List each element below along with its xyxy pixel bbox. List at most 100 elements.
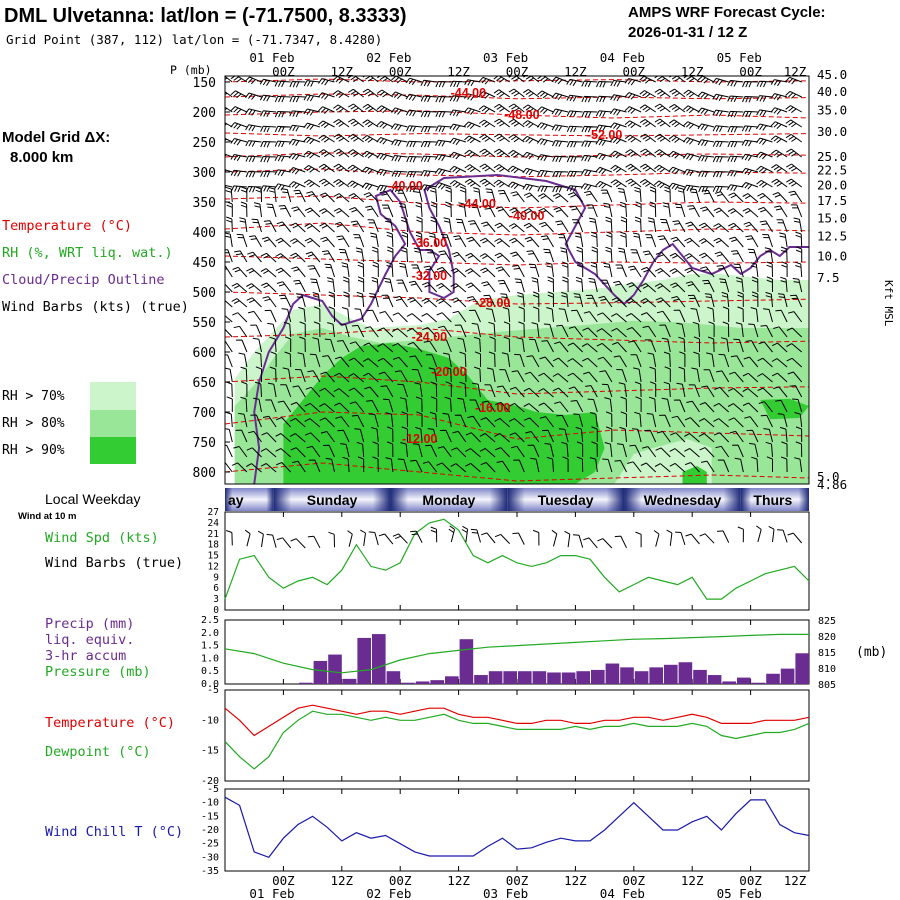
wind-barb: [713, 207, 730, 218]
wind-barb: [502, 306, 511, 323]
wind-barb: [715, 445, 730, 458]
wind-barb: [729, 236, 744, 248]
wind-barb: [353, 234, 365, 248]
wind-barb: [675, 531, 686, 546]
wind-barb: [700, 206, 715, 218]
wind-barb: [509, 207, 525, 218]
wind-barb: [391, 155, 408, 162]
wind-barb: [356, 291, 365, 308]
wind-barb: [282, 367, 292, 383]
wind-barb: [410, 530, 423, 543]
wind-barb: [289, 238, 306, 248]
wind-barb: [478, 105, 496, 114]
wind-barb: [615, 264, 627, 278]
wind-barb: [406, 125, 423, 132]
wind-barb: [391, 185, 408, 193]
wind-barb: [494, 433, 511, 443]
wind-barb: [626, 282, 642, 293]
wind-barb: [625, 134, 642, 143]
wind-barb: [742, 388, 759, 398]
wind-barb: [762, 234, 773, 248]
wind-barb: [288, 167, 306, 175]
wind-barb: [561, 291, 569, 308]
wind-barb: [409, 355, 423, 368]
wind-barb: [328, 306, 335, 323]
wind-barb: [538, 372, 554, 383]
wind-barb: [347, 530, 353, 547]
wind-barb: [635, 396, 642, 412]
wind-barb: [532, 529, 540, 546]
wind-barb: [741, 125, 758, 133]
wind-barb: [546, 307, 554, 323]
wind-barb: [362, 119, 379, 128]
wind-barb: [693, 351, 700, 368]
wind-barb: [649, 201, 657, 218]
wind-barb: [536, 138, 554, 146]
wind-barb: [712, 93, 729, 101]
wind-barb: [730, 355, 744, 368]
wind-barb: [445, 186, 452, 203]
wind-barb: [494, 418, 511, 428]
wind-barb: [649, 366, 657, 383]
wind-barb: [684, 267, 700, 278]
wind-barb: [436, 462, 452, 473]
time-tick-label: 12Z: [447, 873, 470, 888]
wind-barb: [551, 140, 569, 147]
wind-barb: [683, 169, 700, 177]
wind-barb: [514, 353, 525, 368]
wind-barb: [712, 185, 729, 193]
wind-barb: [376, 184, 393, 192]
wind-barb: [602, 458, 613, 473]
isotherm-label: -20.00: [431, 365, 466, 379]
bottom-time-axis: 00Z 12Z 00Z 12Z 00Z 12Z 00Z 12Z 00Z 12Z 01 Feb 02 F…: [249, 873, 806, 900]
y2-tick-label: 810: [818, 664, 836, 675]
wind-barb: [662, 202, 671, 218]
wind-barb: [757, 357, 773, 368]
wind-barb: [464, 79, 481, 87]
wind-barb: [452, 310, 467, 323]
wind-barb: [468, 220, 481, 233]
height-tick-label: 25.0: [817, 149, 847, 164]
cloud-outline: [253, 173, 809, 484]
wind-barb: [488, 321, 496, 338]
wind-barb: [576, 246, 584, 263]
wind-barb: [291, 266, 306, 278]
wind-barb: [683, 105, 700, 114]
wind-barb: [758, 206, 773, 218]
time-tick-label: 12Z: [784, 64, 807, 79]
wind-barb: [751, 276, 759, 293]
wind-barb: [386, 426, 394, 443]
wind-barb: [693, 336, 700, 352]
wind-barb: [289, 124, 306, 132]
wind-barb: [773, 386, 788, 398]
precip-bar: [386, 671, 401, 684]
wind-barb: [289, 95, 306, 103]
wind-barb: [618, 382, 627, 398]
wind-barb: [683, 89, 700, 98]
wind-barb: [654, 463, 671, 473]
wind-barb: [792, 278, 803, 293]
wind-barb: [494, 533, 511, 545]
height-tick-label: 35.0: [817, 103, 847, 118]
wind-barb: [728, 222, 744, 233]
wind-barb: [255, 366, 262, 382]
wind-barb: [231, 282, 248, 293]
wind-barb: [483, 205, 496, 218]
wind-barb: [635, 201, 642, 217]
wind-barb: [335, 416, 350, 428]
isotherm-line: [225, 327, 809, 344]
wind-barb: [568, 192, 584, 203]
wind-barb: [771, 342, 788, 353]
wind-barb: [781, 261, 788, 277]
wind-barb: [253, 202, 262, 218]
wind-barb: [507, 165, 525, 174]
height-tick-label: 12.5: [817, 229, 847, 244]
wind-barb: [337, 429, 350, 443]
wind-barb: [370, 232, 379, 248]
wind-barb: [700, 266, 715, 278]
wind-barb: [741, 182, 759, 190]
wind-barb: [522, 167, 540, 176]
wind-barb: [275, 253, 292, 263]
wind-barb: [415, 426, 423, 443]
wind-barb: [275, 433, 292, 443]
